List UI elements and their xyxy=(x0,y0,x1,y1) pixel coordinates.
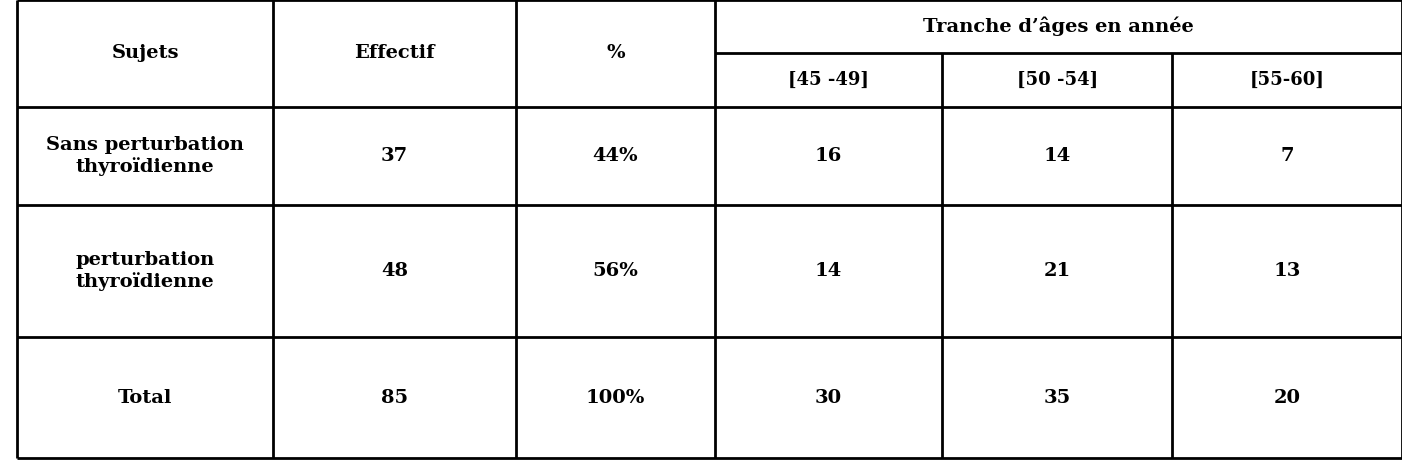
Text: [55-60]: [55-60] xyxy=(1249,71,1325,89)
Text: 21: 21 xyxy=(1043,262,1071,280)
Text: 14: 14 xyxy=(1043,147,1071,165)
Text: 35: 35 xyxy=(1043,389,1071,406)
Text: Total: Total xyxy=(118,389,172,406)
Text: Sujets: Sujets xyxy=(111,45,179,62)
Text: 48: 48 xyxy=(381,262,408,280)
Text: 56%: 56% xyxy=(593,262,638,280)
Text: %: % xyxy=(606,45,625,62)
Text: 100%: 100% xyxy=(586,389,645,406)
Text: [50 -54]: [50 -54] xyxy=(1016,71,1098,89)
Text: 7: 7 xyxy=(1280,147,1294,165)
Text: Tranche d’âges en année: Tranche d’âges en année xyxy=(923,17,1195,36)
Text: 20: 20 xyxy=(1273,389,1301,406)
Text: perturbation
thyroïdienne: perturbation thyroïdienne xyxy=(76,251,215,291)
Text: 44%: 44% xyxy=(593,147,638,165)
Text: 37: 37 xyxy=(381,147,408,165)
Text: 13: 13 xyxy=(1273,262,1301,280)
Text: 30: 30 xyxy=(815,389,843,406)
Text: Sans perturbation
thyroïdienne: Sans perturbation thyroïdienne xyxy=(46,136,244,176)
Text: 85: 85 xyxy=(381,389,408,406)
Text: 14: 14 xyxy=(815,262,843,280)
Text: [45 -49]: [45 -49] xyxy=(788,71,869,89)
Text: Effectif: Effectif xyxy=(355,45,435,62)
Text: 16: 16 xyxy=(815,147,843,165)
